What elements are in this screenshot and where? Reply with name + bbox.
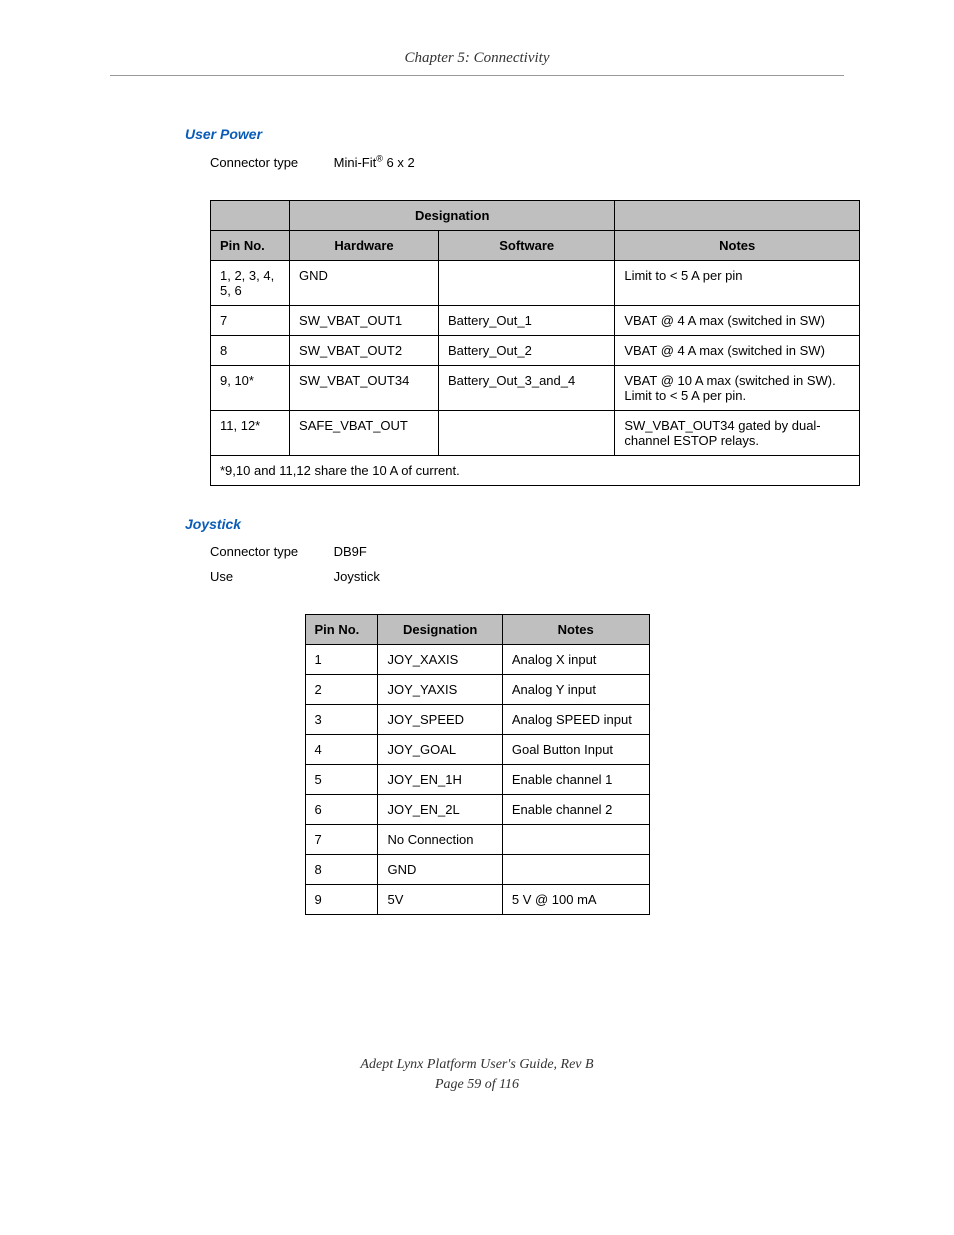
designation-cell: JOY_GOAL [378, 735, 502, 765]
notes-header: Notes [502, 615, 649, 645]
pin-cell: 5 [305, 765, 378, 795]
table-row: 3JOY_SPEEDAnalog SPEED input [305, 705, 649, 735]
joystick-table: Pin No. Designation Notes 1JOY_XAXISAnal… [305, 614, 650, 915]
designation-cell: JOY_EN_1H [378, 765, 502, 795]
connector-type-label: Connector type [210, 155, 330, 170]
notes-cell: Enable channel 2 [502, 795, 649, 825]
hardware-header: Hardware [290, 231, 439, 261]
pin-cell: 11, 12* [211, 411, 290, 456]
designation-cell: GND [378, 855, 502, 885]
table-row: 95V5 V @ 100 mA [305, 885, 649, 915]
software-header: Software [439, 231, 615, 261]
pin-header: Pin No. [305, 615, 378, 645]
hardware-cell: SW_VBAT_OUT2 [290, 336, 439, 366]
table-row: 5JOY_EN_1HEnable channel 1 [305, 765, 649, 795]
pin-cell: 8 [305, 855, 378, 885]
notes-cell [502, 855, 649, 885]
hardware-cell: SW_VBAT_OUT34 [290, 366, 439, 411]
table-row: 6JOY_EN_2LEnable channel 2 [305, 795, 649, 825]
footer-page: Page 59 of 116 [110, 1075, 844, 1095]
connector-type-value: DB9F [334, 544, 367, 559]
page-footer: Adept Lynx Platform User's Guide, Rev B … [110, 1055, 844, 1094]
table-row: 7No Connection [305, 825, 649, 855]
pin-header: Pin No. [211, 231, 290, 261]
footer-title: Adept Lynx Platform User's Guide, Rev B [110, 1055, 844, 1075]
notes-cell: Analog Y input [502, 675, 649, 705]
designation-cell: No Connection [378, 825, 502, 855]
designation-cell: JOY_XAXIS [378, 645, 502, 675]
blank-header [615, 201, 860, 231]
notes-header: Notes [615, 231, 860, 261]
section-title-joystick: Joystick [185, 516, 844, 532]
use-label: Use [210, 569, 330, 584]
designation-cell: 5V [378, 885, 502, 915]
table-row: 11, 12*SAFE_VBAT_OUT SW_VBAT_OUT34 gated … [211, 411, 860, 456]
hardware-cell: GND [290, 261, 439, 306]
table-row: 8GND [305, 855, 649, 885]
pin-cell: 1, 2, 3, 4, 5, 6 [211, 261, 290, 306]
connector-type-label: Connector type [210, 544, 330, 559]
pin-cell: 6 [305, 795, 378, 825]
table-row: 1JOY_XAXISAnalog X input [305, 645, 649, 675]
table-row: 4JOY_GOALGoal Button Input [305, 735, 649, 765]
section-title-user-power: User Power [185, 126, 844, 142]
hardware-cell: SAFE_VBAT_OUT [290, 411, 439, 456]
designation-header: Designation [290, 201, 615, 231]
user-power-table: Designation Pin No. Hardware Software No… [210, 200, 860, 486]
designation-cell: JOY_SPEED [378, 705, 502, 735]
notes-cell: Limit to < 5 A per pin [615, 261, 860, 306]
use-value: Joystick [334, 569, 380, 584]
notes-cell: VBAT @ 4 A max (switched in SW) [615, 306, 860, 336]
notes-cell: VBAT @ 4 A max (switched in SW) [615, 336, 860, 366]
pin-cell: 8 [211, 336, 290, 366]
pin-cell: 7 [305, 825, 378, 855]
blank-header [211, 201, 290, 231]
designation-cell: JOY_YAXIS [378, 675, 502, 705]
table-row: 8SW_VBAT_OUT2Battery_Out_2VBAT @ 4 A max… [211, 336, 860, 366]
pin-cell: 4 [305, 735, 378, 765]
notes-cell: Analog SPEED input [502, 705, 649, 735]
hardware-cell: SW_VBAT_OUT1 [290, 306, 439, 336]
designation-cell: JOY_EN_2L [378, 795, 502, 825]
chapter-header: Chapter 5: Connectivity [110, 50, 844, 76]
table-row: 9, 10*SW_VBAT_OUT34Battery_Out_3_and_4VB… [211, 366, 860, 411]
pin-cell: 3 [305, 705, 378, 735]
pin-cell: 9 [305, 885, 378, 915]
pin-cell: 2 [305, 675, 378, 705]
software-cell: Battery_Out_3_and_4 [439, 366, 615, 411]
designation-header: Designation [378, 615, 502, 645]
table-row: 1, 2, 3, 4, 5, 6GND Limit to < 5 A per pi… [211, 261, 860, 306]
notes-cell: 5 V @ 100 mA [502, 885, 649, 915]
pin-cell: 9, 10* [211, 366, 290, 411]
notes-cell [502, 825, 649, 855]
connector-type-value: Mini-Fit® 6 x 2 [334, 155, 415, 170]
software-cell [439, 411, 615, 456]
notes-cell: SW_VBAT_OUT34 gated by dual-channel ESTO… [615, 411, 860, 456]
user-power-footnote: *9,10 and 11,12 share the 10 A of curren… [211, 456, 860, 486]
notes-cell: Goal Button Input [502, 735, 649, 765]
pin-cell: 1 [305, 645, 378, 675]
joystick-use-row: Use Joystick [210, 569, 844, 584]
user-power-connector-row: Connector type Mini-Fit® 6 x 2 [210, 154, 844, 170]
notes-cell: Enable channel 1 [502, 765, 649, 795]
joystick-connector-row: Connector type DB9F [210, 544, 844, 559]
notes-cell: Analog X input [502, 645, 649, 675]
table-row: 7SW_VBAT_OUT1Battery_Out_1VBAT @ 4 A max… [211, 306, 860, 336]
pin-cell: 7 [211, 306, 290, 336]
notes-cell: VBAT @ 10 A max (switched in SW). Limit … [615, 366, 860, 411]
software-cell [439, 261, 615, 306]
table-row: 2JOY_YAXISAnalog Y input [305, 675, 649, 705]
software-cell: Battery_Out_2 [439, 336, 615, 366]
software-cell: Battery_Out_1 [439, 306, 615, 336]
